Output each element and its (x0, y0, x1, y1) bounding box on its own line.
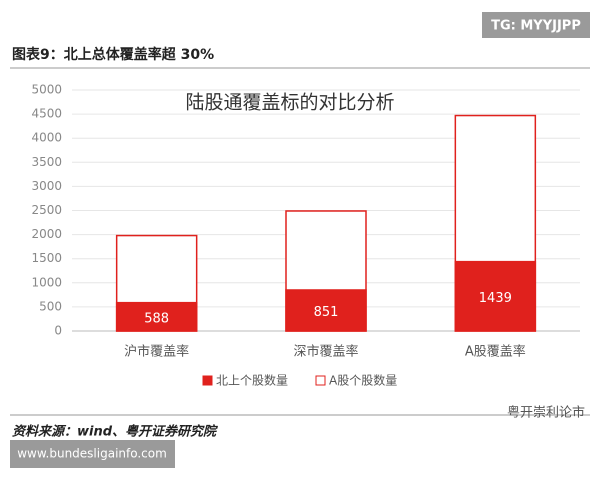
y-tick-label: 500 (39, 299, 62, 313)
x-tick-label: 深市覆盖率 (293, 344, 358, 360)
y-tick-label: 0 (54, 324, 62, 338)
badge-bg (482, 12, 590, 38)
legend-label: A股个股数量 (329, 373, 397, 388)
y-tick-label: 3500 (31, 155, 62, 169)
x-tick-label: A股覆盖率 (465, 344, 526, 360)
data-label: 851 (314, 305, 339, 320)
data-label: 1439 (479, 291, 512, 306)
legend-swatch (202, 375, 213, 386)
legend-swatch (315, 375, 326, 386)
watermark: 粤开崇利论市 (507, 405, 585, 421)
y-tick-label: 1500 (31, 251, 62, 265)
chart: 0 500 1000 1500 2000 2500 3000 3500 4000 4500 5000… (31, 83, 580, 388)
y-tick-label: 2500 (31, 203, 62, 217)
legend-label: 北上个股数量 (216, 373, 288, 388)
bar (115, 301, 198, 332)
bar (285, 289, 367, 332)
y-tick-label: 4000 (31, 131, 62, 145)
y-tick-label: 1000 (31, 275, 62, 289)
source: 资料来源：wind、粤开证券研究院 (12, 424, 219, 440)
x-tick-label: 沪市覆盖率 (124, 344, 189, 360)
website-bg (10, 440, 175, 468)
y-tick-label: 3000 (31, 179, 62, 193)
website: www.bundesligainfo.com (17, 447, 167, 461)
figure-title: 图表9：北上总体覆盖率超 30% (12, 46, 214, 63)
y-tick-label: 5000 (31, 83, 62, 97)
chart-title: 陆股通覆盖标的对比分析 (185, 92, 394, 114)
badge: TG: MYYJJPP (491, 19, 581, 34)
y-tick-label: 4500 (31, 107, 62, 121)
data-label: 588 (144, 311, 169, 326)
y-tick-label: 2000 (31, 227, 62, 241)
bar (454, 260, 537, 332)
